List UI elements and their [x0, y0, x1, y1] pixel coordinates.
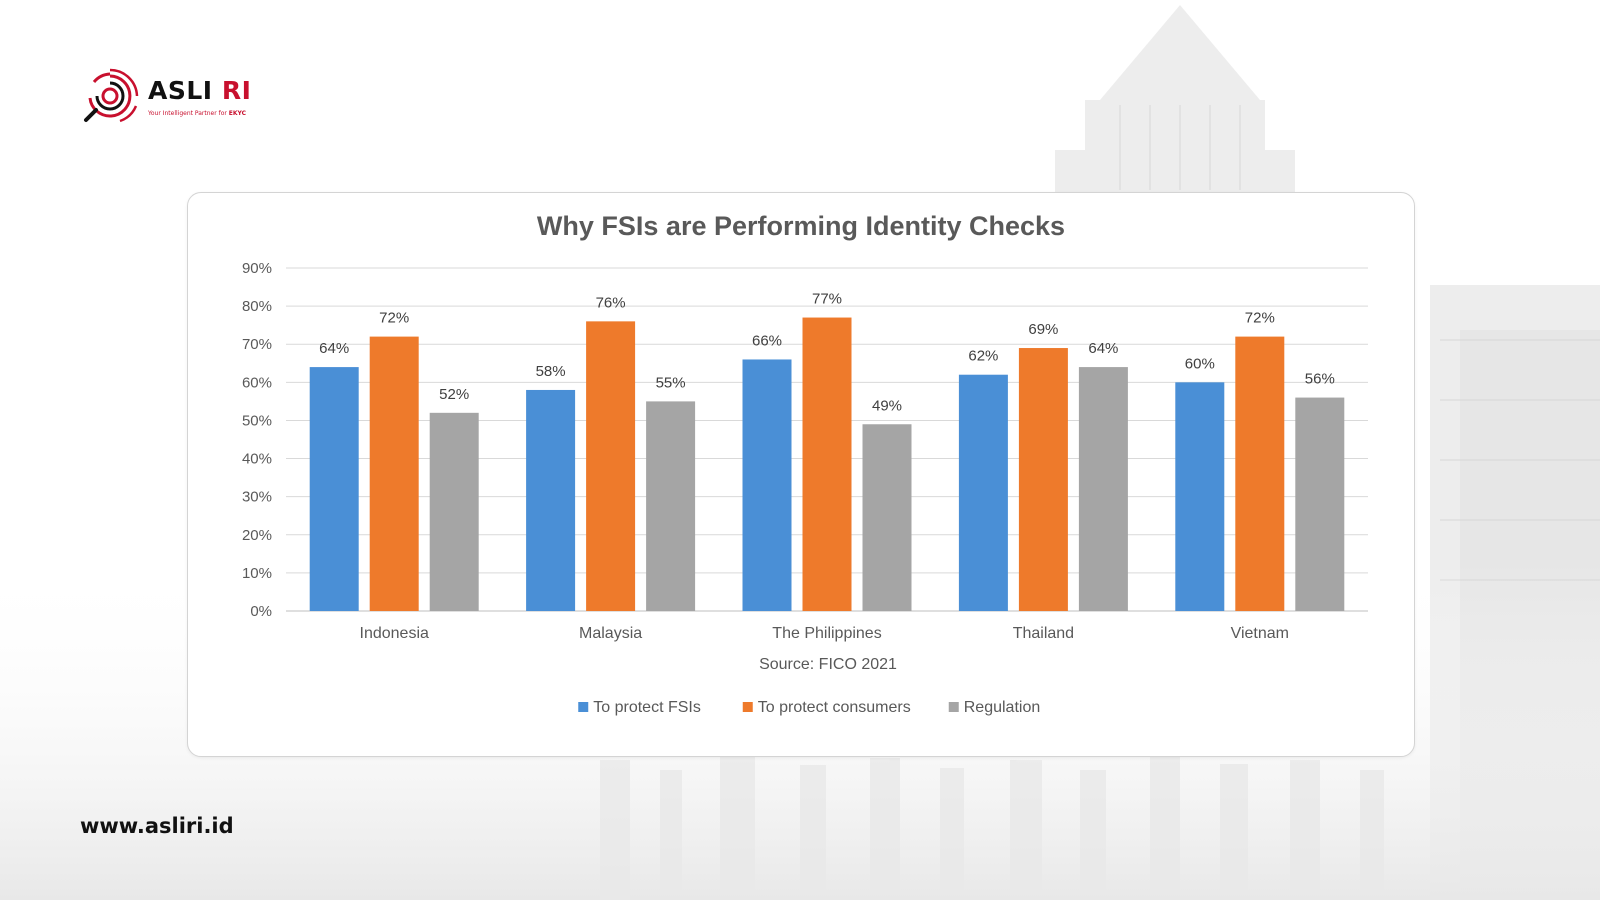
bar [742, 359, 792, 611]
fingerprint-logo-icon [84, 68, 139, 123]
data-label: 49% [872, 397, 902, 414]
data-label: 72% [379, 310, 409, 327]
data-label: 72% [1245, 310, 1275, 327]
x-tick-label: Vietnam [1231, 625, 1289, 642]
data-label: 64% [319, 340, 349, 357]
logo-accent: RI [221, 76, 252, 105]
data-label: 76% [596, 294, 626, 311]
y-tick-label: 30% [242, 489, 272, 506]
x-tick-label: Indonesia [360, 625, 429, 642]
bar [526, 389, 576, 611]
bar [369, 336, 419, 611]
bar [862, 424, 912, 611]
labels-layer: 0% 10% 20% 30% 40% 50% 60% 70% 80% 90% 64% 72% 52% In… [242, 260, 1335, 642]
bar [802, 317, 852, 611]
data-label: 60% [1185, 355, 1215, 372]
bar [1078, 367, 1128, 611]
tagline-bold: EKYC [228, 110, 247, 117]
data-label: 56% [1305, 371, 1335, 388]
bar [1018, 348, 1068, 611]
data-label: 77% [812, 291, 842, 308]
chart-card: Why FSIs are Performing Identity Checks … [187, 192, 1415, 757]
legend-swatch [948, 702, 959, 712]
legend: To protect FSIs To protect consumers Regul… [578, 699, 1040, 716]
legend-swatch [578, 702, 589, 712]
y-tick-label: 80% [242, 298, 272, 315]
data-label: 66% [752, 332, 782, 349]
y-tick-label: 0% [250, 603, 272, 620]
chart-source: Source: FICO 2021 [759, 656, 897, 673]
y-tick-label: 10% [242, 565, 272, 582]
data-label: 69% [1028, 321, 1058, 338]
bars-layer [309, 317, 1345, 611]
data-label: 55% [656, 374, 686, 391]
legend-label: To protect consumers [758, 699, 911, 716]
y-tick-label: 60% [242, 374, 272, 391]
x-tick-label: Malaysia [579, 625, 642, 642]
chart-title: Why FSIs are Performing Identity Checks [537, 211, 1065, 241]
asliri-logo[interactable]: ASLI RI Your Intelligent Partner for EKY… [80, 68, 280, 128]
logo-tagline: Your Intelligent Partner for EKYC [148, 110, 246, 117]
y-tick-label: 20% [242, 527, 272, 544]
bar [958, 374, 1008, 611]
bar [586, 321, 636, 611]
logo-name: ASLI [148, 76, 213, 105]
logo-wordmark: ASLI RI [148, 76, 251, 105]
x-tick-label: Thailand [1013, 625, 1074, 642]
tagline-text: Your Intelligent Partner for [148, 110, 229, 117]
legend-label: Regulation [964, 699, 1041, 716]
bar [646, 401, 696, 611]
x-tick-label: The Philippines [772, 625, 881, 642]
website-link[interactable]: www.asliri.id [80, 814, 234, 838]
y-tick-label: 90% [242, 260, 272, 277]
bar [429, 412, 479, 611]
legend-swatch [742, 702, 753, 712]
data-label: 58% [536, 363, 566, 380]
bar [1295, 397, 1345, 611]
data-label: 62% [968, 348, 998, 365]
data-label: 52% [439, 386, 469, 403]
bar [1235, 336, 1285, 611]
data-label: 64% [1088, 340, 1118, 357]
y-tick-label: 50% [242, 412, 272, 429]
legend-label: To protect FSIs [593, 699, 701, 716]
y-tick-label: 70% [242, 336, 272, 353]
bar [1175, 382, 1225, 611]
y-tick-label: 40% [242, 451, 272, 468]
bar-chart: Why FSIs are Performing Identity Checks … [242, 211, 1368, 716]
bar [309, 367, 359, 611]
